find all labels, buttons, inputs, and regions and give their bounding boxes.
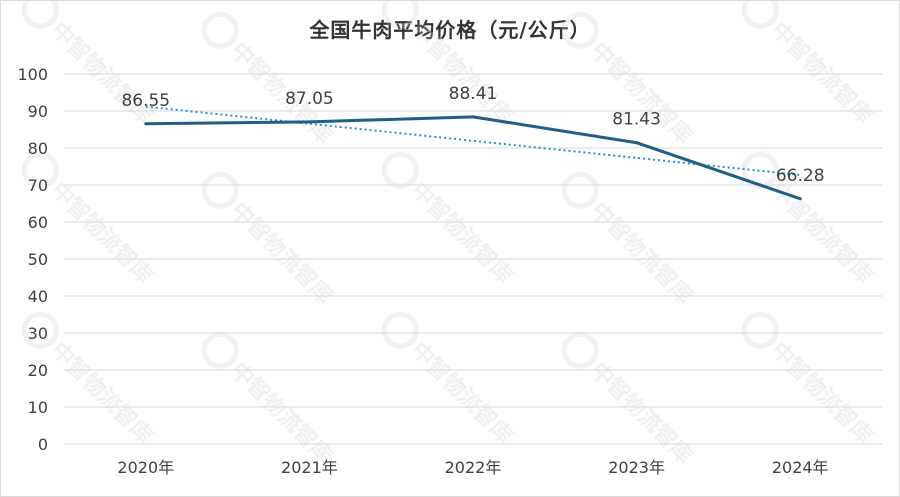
y-tick-label: 50 [28, 250, 48, 269]
data-labels: 86.55 87.05 88.41 81.43 66.28 [121, 84, 824, 186]
y-tick-label: 100 [17, 65, 48, 84]
watermark-logo-icon [561, 171, 599, 209]
y-tick-label: 60 [28, 213, 48, 232]
watermark-logo-icon [381, 0, 419, 29]
watermark-logo-icon [21, 151, 59, 189]
watermark-text: 中智物流智库 [406, 177, 518, 289]
data-label: 81.43 [612, 110, 661, 130]
watermark: 中智物流智库 [201, 331, 338, 469]
data-point [307, 120, 311, 124]
watermark-logo-icon [741, 0, 779, 29]
watermark-logo-icon [741, 311, 779, 349]
data-label: 87.05 [285, 89, 334, 109]
watermark-text: 中智物流智库 [406, 337, 518, 449]
watermark-text: 中智物流智库 [586, 197, 698, 309]
grid-layer [64, 73, 882, 445]
y-axis: 0 10 20 30 40 50 60 70 80 90 100 [17, 65, 48, 454]
data-point [471, 115, 475, 119]
watermark-text: 中智物流智库 [586, 37, 698, 149]
y-tick-label: 0 [38, 435, 48, 454]
x-tick-label: 2020年 [117, 458, 174, 477]
y-tick-label: 70 [28, 176, 48, 195]
y-tick-label: 30 [28, 324, 48, 343]
watermark-text: 中智物流智库 [46, 177, 158, 289]
data-label: 86.55 [121, 91, 170, 111]
watermark-text: 中智物流智库 [766, 17, 878, 129]
data-label: 88.41 [449, 84, 498, 104]
data-label: 66.28 [776, 166, 825, 186]
watermark-logo-icon [201, 11, 239, 49]
watermark: 中智物流智库 [201, 171, 338, 309]
data-point [144, 122, 148, 126]
watermark-text: 中智物流智库 [766, 337, 878, 449]
watermark: 中智物流智库 [741, 311, 878, 449]
watermark: 中智物流智库 [561, 331, 698, 469]
watermark-text: 中智物流智库 [586, 357, 698, 469]
watermark-logo-icon [561, 11, 599, 49]
watermark-logo-icon [381, 311, 419, 349]
watermark: 中智物流智库 [201, 11, 338, 149]
watermark: 中智物流智库 [561, 171, 698, 309]
x-tick-label: 2023年 [608, 458, 665, 477]
watermark-text: 中智物流智库 [226, 357, 338, 469]
watermark-text: 中智物流智库 [406, 17, 518, 129]
watermark: 中智物流智库 [381, 311, 518, 449]
x-axis: 2020年 2021年 2022年 2023年 2024年 [117, 458, 828, 477]
watermark-logo-icon [381, 151, 419, 189]
data-point [635, 141, 639, 145]
watermark-logo-icon [201, 171, 239, 209]
watermark-logo-icon [561, 331, 599, 369]
y-tick-label: 90 [28, 102, 48, 121]
watermark-text: 中智物流智库 [46, 17, 158, 129]
series-line [145, 115, 801, 201]
y-tick-label: 10 [28, 398, 48, 417]
watermark-logo-icon [21, 311, 59, 349]
watermark-text: 中智物流智库 [46, 337, 158, 449]
data-point [798, 197, 802, 201]
series-layer [144, 115, 802, 201]
watermark: 中智物流智库 [381, 151, 518, 289]
x-tick-label: 2022年 [445, 458, 502, 477]
chart-title: 全国牛肉平均价格（元/公斤） [309, 18, 591, 42]
watermark-text: 中智物流智库 [226, 197, 338, 309]
watermark-logo-icon [21, 0, 59, 29]
y-tick-label: 80 [28, 139, 48, 158]
y-tick-label: 20 [28, 361, 48, 380]
x-tick-label: 2024年 [772, 458, 829, 477]
watermark-logo-icon [201, 331, 239, 369]
x-tick-label: 2021年 [281, 458, 338, 477]
y-tick-label: 40 [28, 287, 48, 306]
